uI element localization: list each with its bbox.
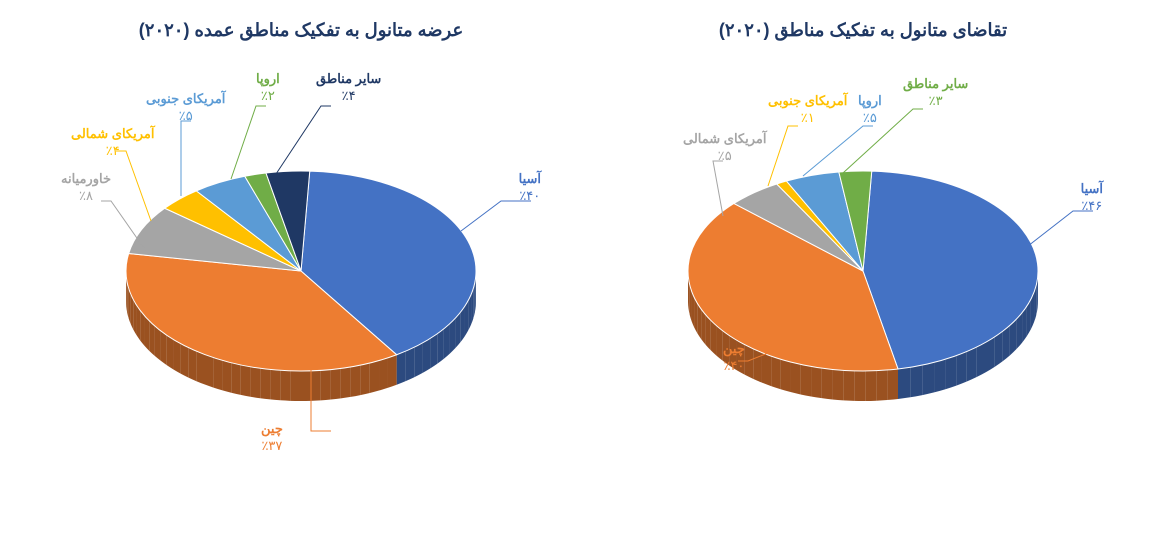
label-other-demand: سایر مناطق ٪۳	[903, 76, 968, 110]
demand-chart: تقاضای متانول به تفکیک مناطق (۲۰۲۰) آسیا…	[593, 20, 1133, 500]
label-other-supply: سایر مناطق ٪۴	[316, 71, 381, 105]
label-sa-demand: آمریکای جنوبی ٪۱	[768, 93, 847, 127]
supply-chart-title: عرضه متانول به تفکیک مناطق عمده (۲۰۲۰)	[31, 20, 571, 41]
label-na-demand: آمریکای شمالی ٪۵	[683, 131, 766, 165]
label-na-supply: آمریکای شمالی ٪۴	[71, 126, 154, 160]
label-china-supply: چین ٪۳۷	[261, 421, 283, 455]
label-eu-demand: اروپا ٪۵	[858, 93, 882, 127]
demand-pie-area: آسیا ٪۴۶ چین ٪۴۰ آمریکای شمالی ٪۵ آمریکا…	[593, 51, 1133, 471]
supply-pie-svg	[31, 51, 571, 471]
supply-chart: عرضه متانول به تفکیک مناطق عمده (۲۰۲۰) آ…	[31, 20, 571, 500]
label-asia-demand: آسیا ٪۴۶	[1081, 181, 1103, 215]
supply-pie-area: آسیا ٪۴۰ چین ٪۳۷ خاورمیانه ٪۸ آمریکای شم…	[31, 51, 571, 471]
demand-chart-title: تقاضای متانول به تفکیک مناطق (۲۰۲۰)	[593, 20, 1133, 41]
label-eu-supply: اروپا ٪۲	[256, 71, 280, 105]
label-asia-supply: آسیا ٪۴۰	[519, 171, 541, 205]
label-sa-supply: آمریکای جنوبی ٪۵	[146, 91, 225, 125]
charts-container: عرضه متانول به تفکیک مناطق عمده (۲۰۲۰) آ…	[20, 20, 1144, 522]
label-me-supply: خاورمیانه ٪۸	[61, 171, 111, 205]
label-china-demand: چین ٪۴۰	[723, 341, 745, 375]
